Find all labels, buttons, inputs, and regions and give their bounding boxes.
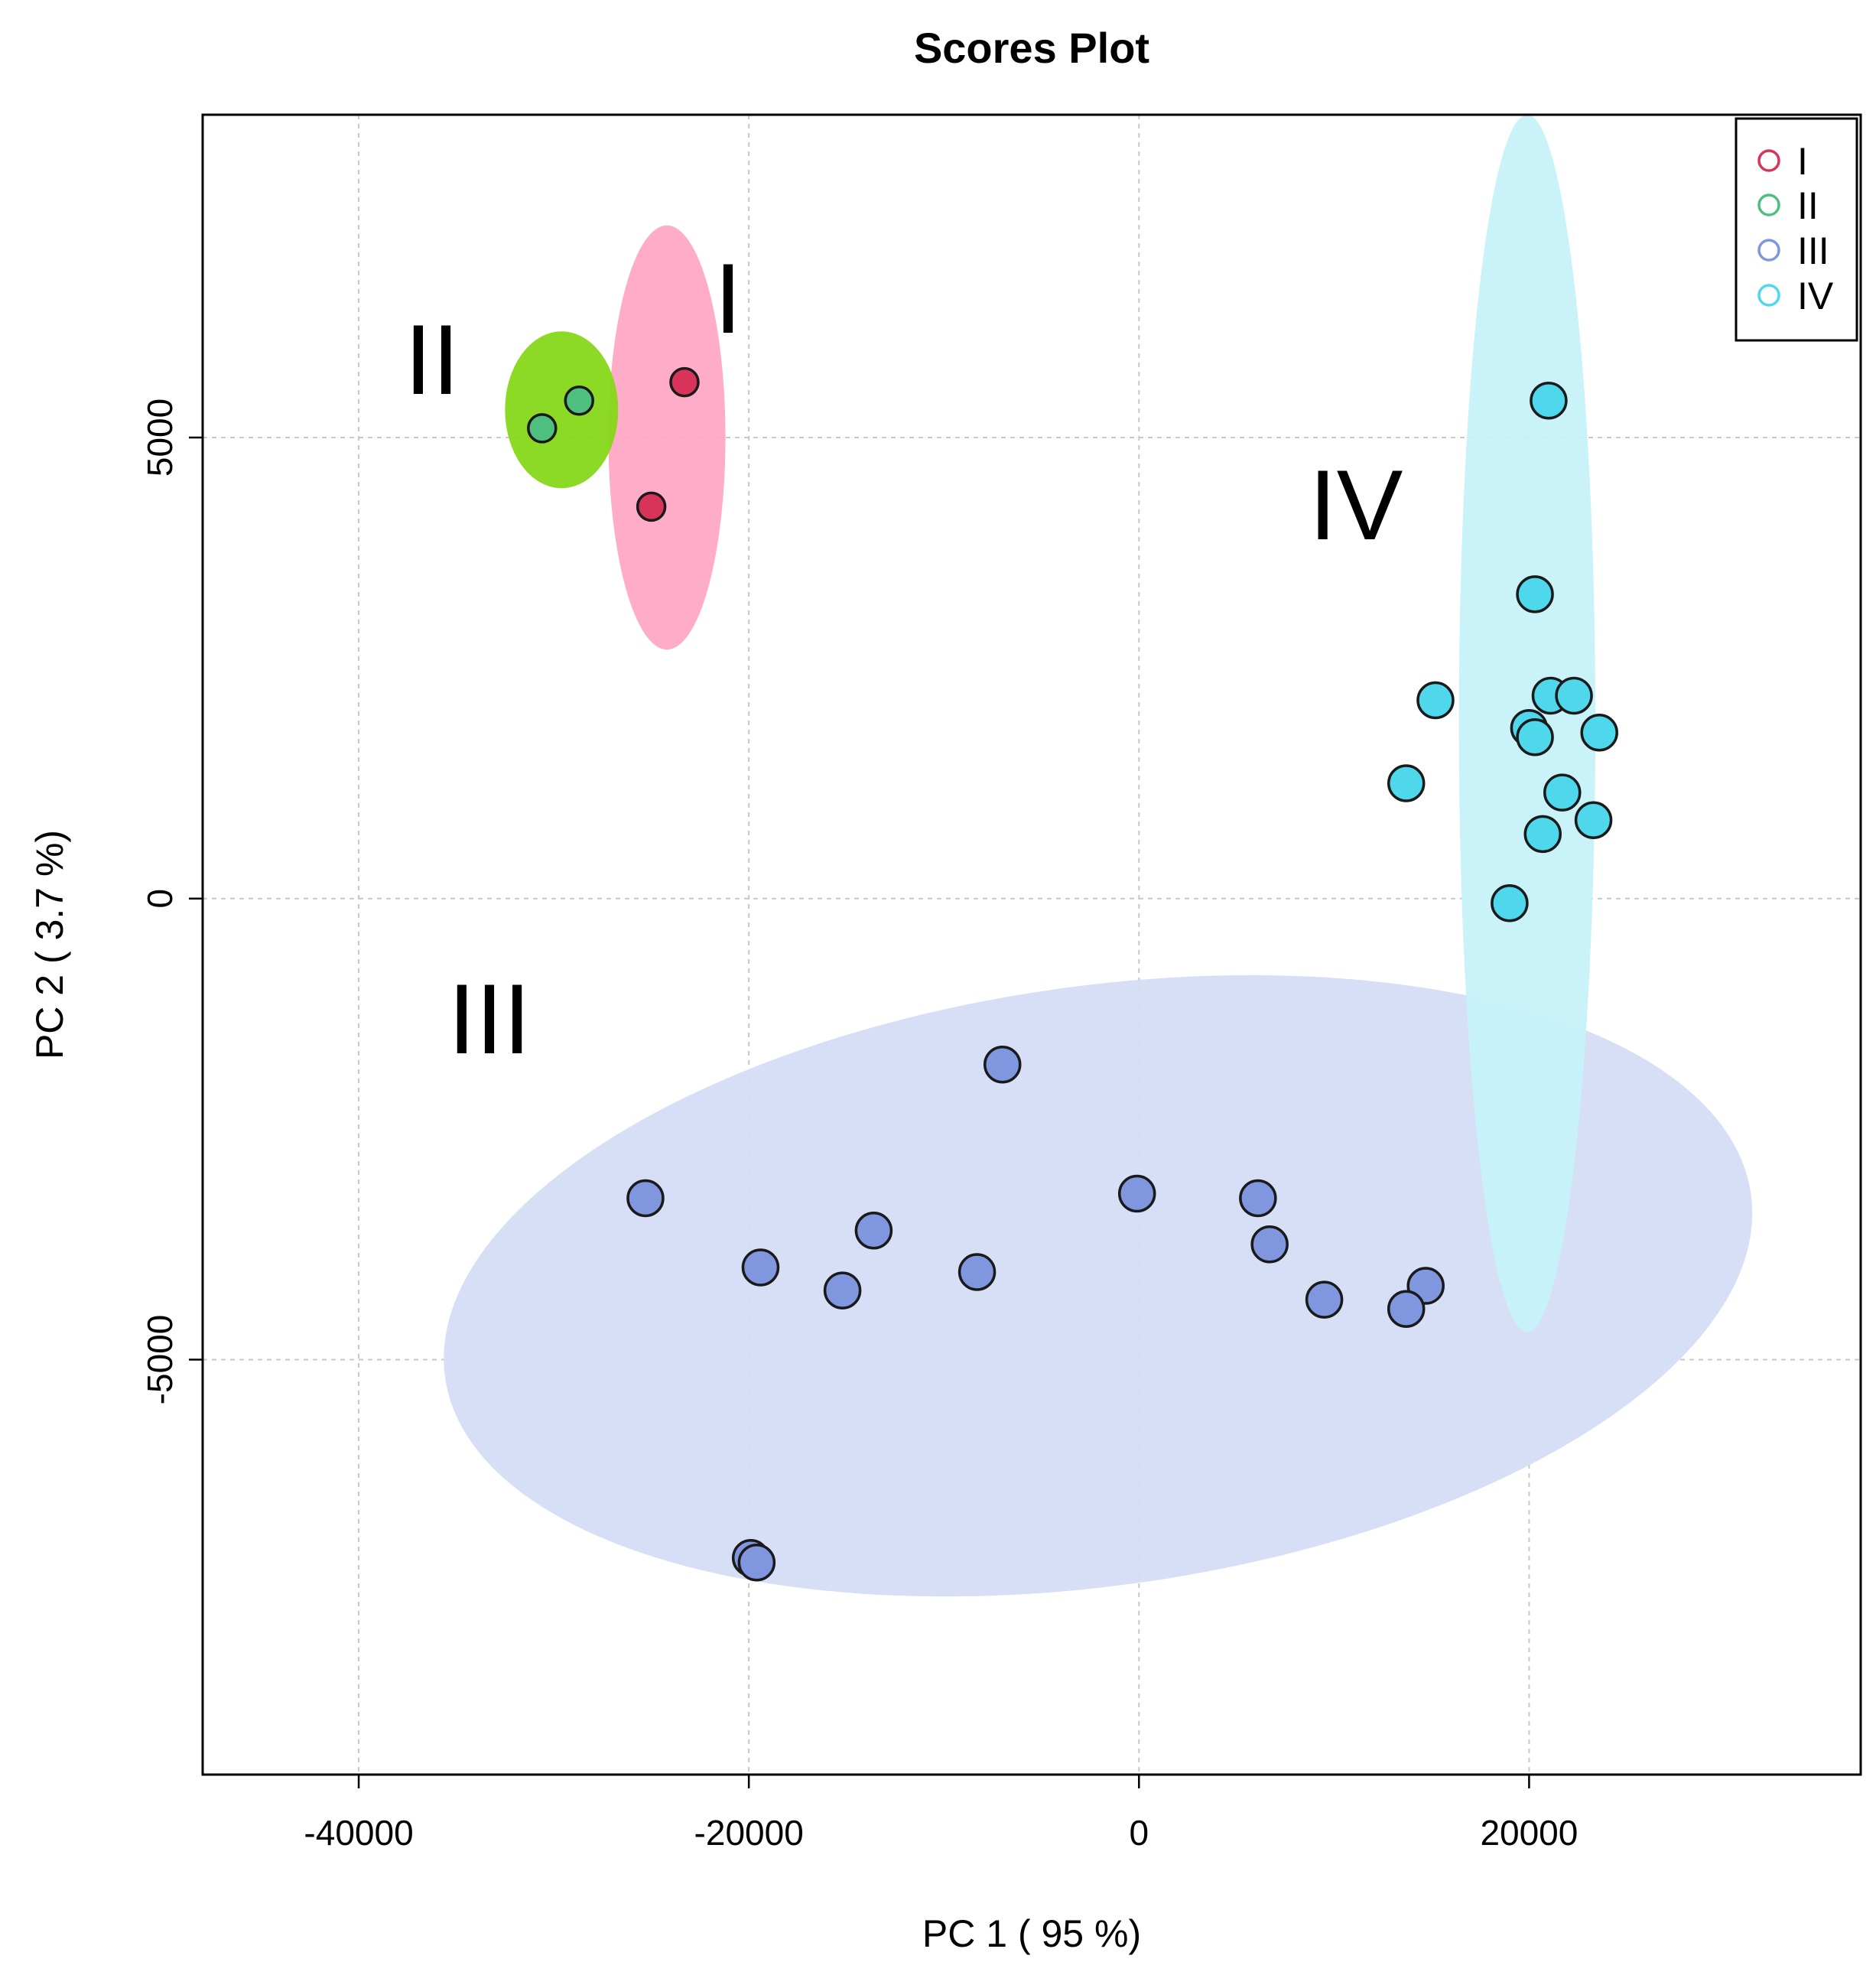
point-group-iv bbox=[1530, 381, 1568, 420]
legend-box bbox=[1735, 117, 1858, 342]
point-group-iii bbox=[1387, 1290, 1426, 1328]
legend-marker-iii bbox=[1757, 239, 1780, 262]
group-label-ii: II bbox=[405, 304, 460, 415]
point-group-iv bbox=[1555, 676, 1593, 715]
point-group-i bbox=[669, 366, 700, 398]
x-tick-label: -40000 bbox=[304, 1813, 413, 1853]
point-group-iv bbox=[1516, 718, 1554, 756]
point-group-iv bbox=[1574, 801, 1613, 839]
y-tick-label: -5000 bbox=[140, 1315, 180, 1405]
point-group-iii bbox=[1117, 1174, 1156, 1213]
group-label-i: I bbox=[714, 242, 742, 354]
point-group-iii bbox=[1239, 1179, 1277, 1218]
y-axis-label: PC 2 ( 3.7 %) bbox=[28, 830, 71, 1059]
ellipse-group-ii bbox=[505, 331, 619, 489]
group-label-iv: IV bbox=[1309, 449, 1403, 561]
legend-label-i: I bbox=[1797, 140, 1808, 183]
point-group-iii bbox=[823, 1271, 862, 1310]
point-group-iv bbox=[1580, 713, 1618, 752]
point-group-iv bbox=[1416, 681, 1455, 720]
ellipse-group-iii bbox=[444, 974, 1753, 1597]
x-axis-label: PC 1 ( 95 %) bbox=[922, 1912, 1141, 1955]
legend-label-ii: II bbox=[1797, 184, 1819, 227]
group-label-iii: III bbox=[448, 963, 531, 1075]
legend-label-iii: III bbox=[1797, 229, 1829, 272]
point-group-iii bbox=[741, 1248, 780, 1287]
point-group-iv bbox=[1387, 764, 1426, 802]
legend-marker-iv bbox=[1757, 284, 1780, 307]
legend-marker-i bbox=[1757, 149, 1780, 172]
legend-marker-ii bbox=[1757, 194, 1780, 216]
point-group-iv bbox=[1491, 884, 1529, 922]
point-group-iii bbox=[1250, 1225, 1289, 1264]
chart-title: Scores Plot bbox=[914, 24, 1149, 72]
x-tick-label: -20000 bbox=[694, 1813, 804, 1853]
point-group-iii bbox=[737, 1543, 776, 1582]
point-group-iv bbox=[1543, 773, 1582, 812]
point-group-ii bbox=[564, 385, 595, 416]
point-group-iii bbox=[1305, 1280, 1344, 1319]
y-tick-label: 0 bbox=[140, 889, 180, 909]
point-group-iii bbox=[983, 1045, 1022, 1084]
data-points bbox=[527, 366, 1618, 1582]
legend: I II III IV bbox=[1735, 117, 1858, 342]
point-group-i bbox=[636, 491, 667, 522]
point-group-iii bbox=[854, 1211, 893, 1250]
plot-frame bbox=[201, 113, 1862, 1776]
ellipse-group-i bbox=[608, 225, 726, 650]
x-tick-label: 20000 bbox=[1480, 1813, 1578, 1853]
point-group-iv bbox=[1516, 575, 1554, 613]
legend-label-iv: IV bbox=[1797, 275, 1834, 317]
point-group-iii bbox=[958, 1253, 997, 1291]
y-tick-label: 5000 bbox=[140, 399, 180, 477]
x-tick-label: 0 bbox=[1129, 1813, 1149, 1853]
point-group-iv bbox=[1523, 815, 1562, 854]
point-group-ii bbox=[527, 413, 558, 444]
point-group-iii bbox=[626, 1179, 665, 1218]
axis-ticks: -40000 -20000 0 20000 -5000 0 5000 bbox=[140, 399, 1578, 1853]
